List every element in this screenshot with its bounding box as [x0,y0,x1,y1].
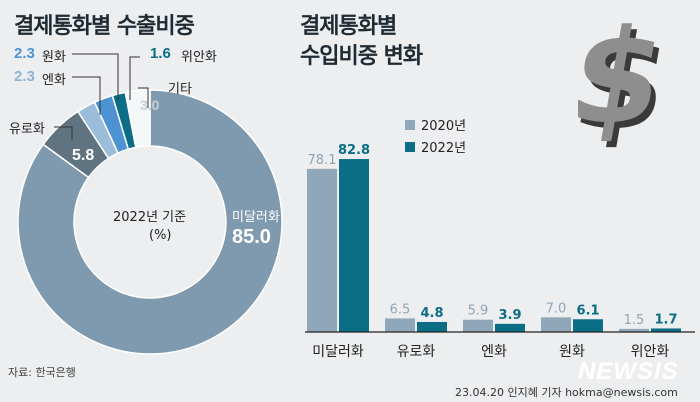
slice-value-other: 3.0 [140,97,160,113]
source-note: 자료: 한국은행 [8,366,76,379]
category-label-4: 위안화 [631,344,670,360]
legend-label-2020: 2020년 [421,119,466,134]
bar-label-0-0: 78.1 [308,153,337,168]
leader-line-won [72,53,119,100]
legend-label-2022: 2022년 [421,141,466,156]
donut-center-year: 2022년 기준 [113,210,187,225]
slice-label-won: 원화 [42,50,66,65]
export-chart-title: 결제통화별 수출비중 [14,14,195,39]
slice-label-other: 기타 [168,82,192,97]
bar-label-1-1: 4.8 [420,306,443,321]
donut-slice-0 [17,89,283,355]
slice-label-usd: 미달러화 [232,210,280,225]
leader-line-euro [54,126,73,140]
slice-label-yen: 엔화 [42,73,66,88]
bar-0-0 [307,168,337,332]
category-label-3: 원화 [559,344,585,360]
slice-value-yuan: 1.6 [150,45,171,62]
import-chart-title-line2: 수입비중 변화 [300,44,423,69]
bar-label-3-0: 7.0 [546,301,567,316]
import-chart-title-line1: 결제통화별 [300,14,397,39]
slice-label-yuan: 위안화 [181,50,217,65]
bar-label-2-1: 3.9 [498,308,521,323]
newsis-logo: NEWSIS [578,358,679,385]
donut-center-unit: (%) [149,228,172,243]
credit-line: 23.04.20 인지혜 기자 hokma@newsis.com [455,386,678,399]
import-bar-chart: 78.182.8 6.5 4.8 5.9 3.9 7.0 6.1 1.5 1.7 미달러화 유로화… [305,119,695,360]
bar-label-4-1: 1.7 [654,312,677,327]
bar-label-2-0: 5.9 [468,304,489,319]
bar-4-1 [651,328,681,332]
legend-swatch-2020 [405,120,415,130]
bar-label-3-1: 6.1 [576,303,599,318]
category-label-0: 미달러화 [312,344,364,360]
dollar-sign-icon: $ $ [578,10,681,150]
bar-3-0 [541,317,571,332]
slice-value-won: 2.3 [14,45,35,62]
bar-0-1 [339,159,369,332]
slice-value-yen: 2.3 [14,68,35,85]
bar-2-1 [495,323,525,332]
slice-value-euro: 5.8 [72,147,95,164]
bar-label-1-0: 6.5 [390,302,411,317]
category-label-1: 유로화 [397,344,436,360]
bar-label-0-1: 82.8 [338,143,370,158]
bar-1-0 [385,318,415,332]
slice-label-euro: 유로화 [9,122,45,137]
leader-line-yen [72,76,101,115]
category-label-2: 엔화 [481,344,507,360]
legend-swatch-2022 [405,142,415,152]
leader-line-yuan [129,56,140,100]
donut-slice-5 [124,89,151,149]
bar-label-4-0: 1.5 [624,313,645,328]
bar-3-1 [573,319,603,332]
leader-line-other [138,87,149,108]
slice-value-usd: 85.0 [232,226,271,248]
bar-1-1 [417,321,447,332]
bar-2-0 [463,319,493,332]
bar-4-0 [619,328,649,332]
export-donut-chart [17,53,283,355]
